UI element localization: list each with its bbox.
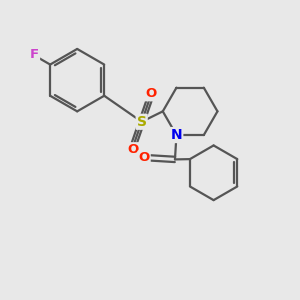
Text: S: S [137,115,147,129]
Text: O: O [127,143,138,156]
Text: O: O [138,152,150,164]
Text: N: N [171,128,182,142]
Text: O: O [145,87,156,100]
Text: F: F [30,48,39,62]
